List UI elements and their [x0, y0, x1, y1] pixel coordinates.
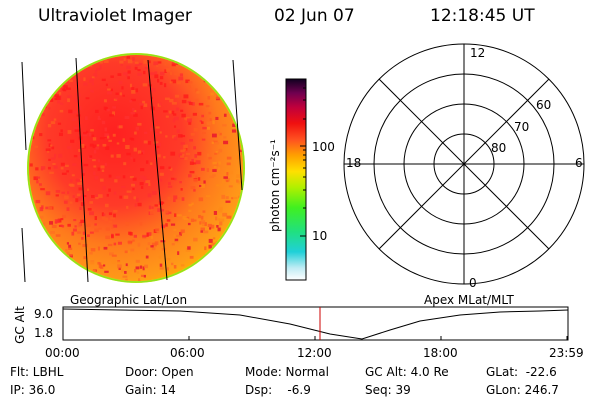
altitude-ytick-bottom: 1.8 — [34, 326, 54, 340]
gc-alt-info: GC Alt: 4.0 Re — [365, 365, 449, 379]
meridian-line — [21, 227, 26, 283]
mlat-label-80: 80 — [491, 141, 507, 155]
mlt-label-12: 12 — [470, 46, 486, 60]
mlt-label-18: 18 — [346, 156, 362, 170]
colorbar-tick-10: 10 — [312, 229, 328, 243]
colorbar-tick-100: 100 — [312, 140, 335, 154]
color-bar — [285, 78, 307, 281]
time-tick-1800: 18:00 — [423, 346, 458, 360]
mlat-label-60: 60 — [536, 98, 552, 112]
glon-info: GLon: 246.7 — [486, 383, 559, 397]
altitude-ylabel: GC Alt — [13, 306, 27, 344]
meridian-line — [147, 59, 168, 281]
glat-info: GLat: -22.6 — [486, 365, 557, 379]
altitude-ytick-top: 9.0 — [34, 307, 54, 321]
meridian-line — [21, 61, 27, 151]
mlt-label-0: 0 — [469, 276, 477, 290]
door-info: Door: Open — [125, 365, 194, 379]
time-tick-0000: 00:00 — [45, 346, 80, 360]
colorbar-unit-label: photon cm⁻²s⁻¹ — [268, 139, 282, 232]
ip-info: IP: 36.0 — [10, 383, 56, 397]
time-tick-1200: 12:00 — [297, 346, 332, 360]
seq-info: Seq: 39 — [365, 383, 411, 397]
polar-plot — [343, 43, 585, 285]
mode-info: Mode: Normal — [245, 365, 329, 379]
dsp-info: Dsp: -6.9 — [245, 383, 311, 397]
mlt-label-6: 6 — [575, 156, 583, 170]
geographic-coords-label: Geographic Lat/Lon — [70, 293, 188, 307]
mlat-label-70: 70 — [514, 120, 530, 134]
filter-info: Flt: LBHL — [10, 365, 64, 379]
instrument-title: Ultraviolet Imager — [38, 6, 192, 26]
altitude-panel — [62, 306, 569, 341]
uv-disk-image — [21, 53, 245, 283]
date-label: 02 Jun 07 — [274, 6, 355, 26]
gain-info: Gain: 14 — [125, 383, 176, 397]
time-tick-2359: 23:59 — [549, 346, 584, 360]
time-label: 12:18:45 UT — [430, 6, 535, 26]
time-tick-0600: 06:00 — [170, 346, 205, 360]
meridian-line — [232, 59, 243, 191]
apex-coords-label: Apex MLat/MLT — [424, 293, 514, 307]
meridian-line — [75, 57, 89, 283]
